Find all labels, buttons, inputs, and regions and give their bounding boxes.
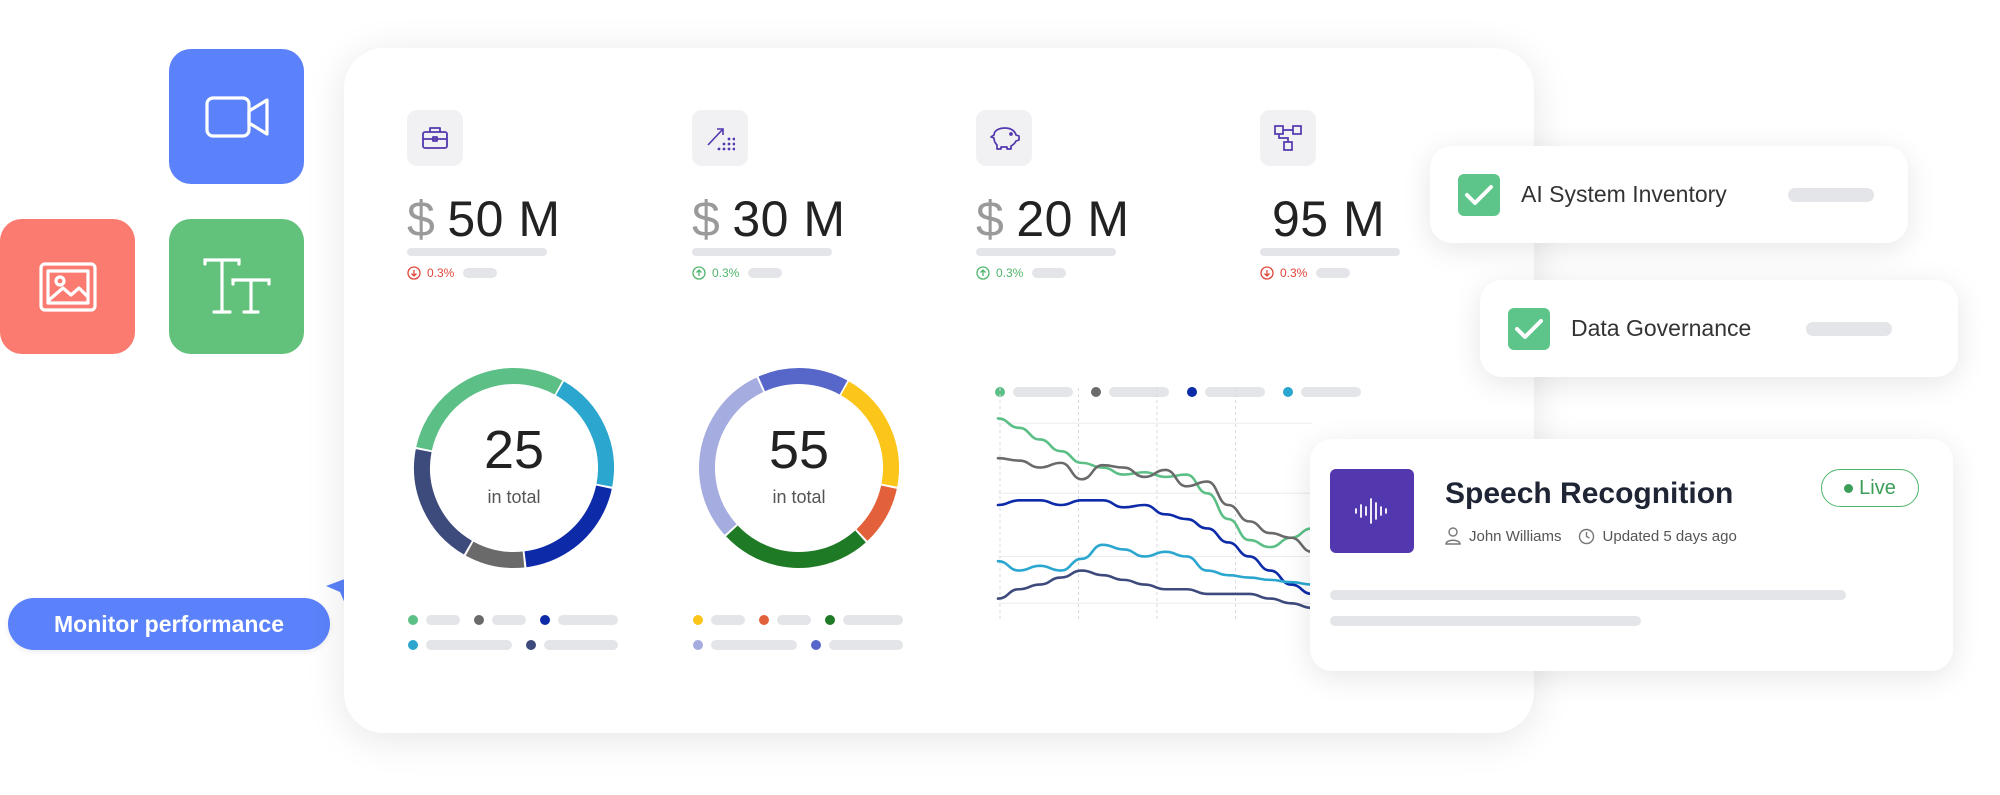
kpi-card: $20 M 0.3%	[976, 110, 1129, 280]
arrow-down-circle-icon	[1260, 266, 1274, 280]
series-line	[996, 417, 1314, 549]
kpi-value: 95 M	[1272, 191, 1386, 247]
video-camera-icon	[204, 95, 269, 138]
kpi-delta: 0.3%	[407, 266, 498, 280]
donut-total: 25	[483, 419, 545, 480]
donut-total: 55	[768, 419, 830, 480]
piggy-bank-icon	[976, 110, 1032, 166]
kpi-value: $20 M	[976, 191, 1130, 247]
series-line	[996, 543, 1314, 586]
updated-time: Updated 5 days ago	[1602, 527, 1737, 545]
checkbox-checked-icon[interactable]	[1458, 173, 1500, 216]
author-name: John Williams	[1469, 527, 1562, 545]
donut-caption: in total	[487, 486, 541, 507]
donut-chart: 25 in total	[408, 362, 620, 574]
placeholder-line	[1330, 616, 1641, 626]
line-chart-legend	[995, 387, 1379, 397]
live-dot-icon	[1844, 483, 1854, 493]
checklist-card[interactable]: Data Governance	[1480, 280, 1958, 377]
checklist-card[interactable]: AI System Inventory	[1430, 146, 1908, 243]
network-nodes-icon	[1260, 110, 1316, 166]
kpi-card: 95 M 0.3%	[1260, 110, 1400, 280]
kpi-delta: 0.3%	[976, 266, 1067, 280]
arrow-up-circle-icon	[976, 266, 990, 280]
growth-chart-icon	[692, 110, 748, 166]
kpi-delta: 0.3%	[1260, 266, 1351, 280]
kpi-value: $30 M	[692, 191, 846, 247]
image-icon	[38, 261, 97, 312]
kpi-delta: 0.3%	[692, 266, 783, 280]
series-line	[996, 569, 1314, 610]
placeholder-line	[1330, 590, 1846, 600]
donut-legend-row	[408, 640, 632, 650]
checklist-label: Data Governance	[1571, 315, 1752, 341]
user-icon	[1445, 527, 1461, 545]
video-tile[interactable]	[169, 49, 304, 184]
series-line	[996, 456, 1314, 554]
donut-segment	[699, 368, 899, 568]
kpi-value: $50 M	[407, 191, 561, 247]
kpi-card: $30 M 0.3%	[692, 110, 845, 280]
text-tile[interactable]	[169, 219, 304, 354]
checkbox-checked-icon[interactable]	[1508, 307, 1550, 350]
arrow-down-circle-icon	[407, 266, 421, 280]
donut-segment	[699, 368, 899, 568]
donut-chart: 55 in total	[693, 362, 905, 574]
kpi-bar	[407, 248, 547, 256]
audio-waveform-icon	[1330, 469, 1414, 553]
text-format-icon	[202, 257, 271, 314]
placeholder-pill	[1788, 188, 1874, 202]
donut-segment	[414, 368, 614, 568]
donut-legend-row	[693, 640, 917, 650]
arrow-up-circle-icon	[692, 266, 706, 280]
donut-caption: in total	[772, 486, 826, 507]
donut-segment	[699, 368, 899, 568]
checklist-label: AI System Inventory	[1521, 181, 1727, 207]
donut-legend-row	[408, 615, 632, 625]
donut-legend-row	[693, 615, 917, 625]
kpi-bar	[976, 248, 1116, 256]
monitor-performance-button[interactable]: Monitor performance	[8, 598, 330, 650]
status-badge: Live	[1821, 469, 1919, 507]
speech-meta: John Williams Updated 5 days ago	[1445, 527, 1753, 545]
kpi-card: $50 M 0.3%	[407, 110, 560, 280]
series-line	[996, 499, 1314, 596]
clock-icon	[1578, 528, 1594, 544]
line-chart	[996, 388, 1314, 622]
kpi-bar	[692, 248, 832, 256]
placeholder-pill	[1806, 322, 1892, 336]
speech-title: Speech Recognition	[1445, 477, 1734, 510]
image-tile[interactable]	[0, 219, 135, 354]
briefcase-icon	[407, 110, 463, 166]
speech-recognition-card[interactable]: Speech Recognition John Williams Updated…	[1310, 439, 1953, 671]
donut-segment	[414, 368, 614, 568]
kpi-bar	[1260, 248, 1400, 256]
